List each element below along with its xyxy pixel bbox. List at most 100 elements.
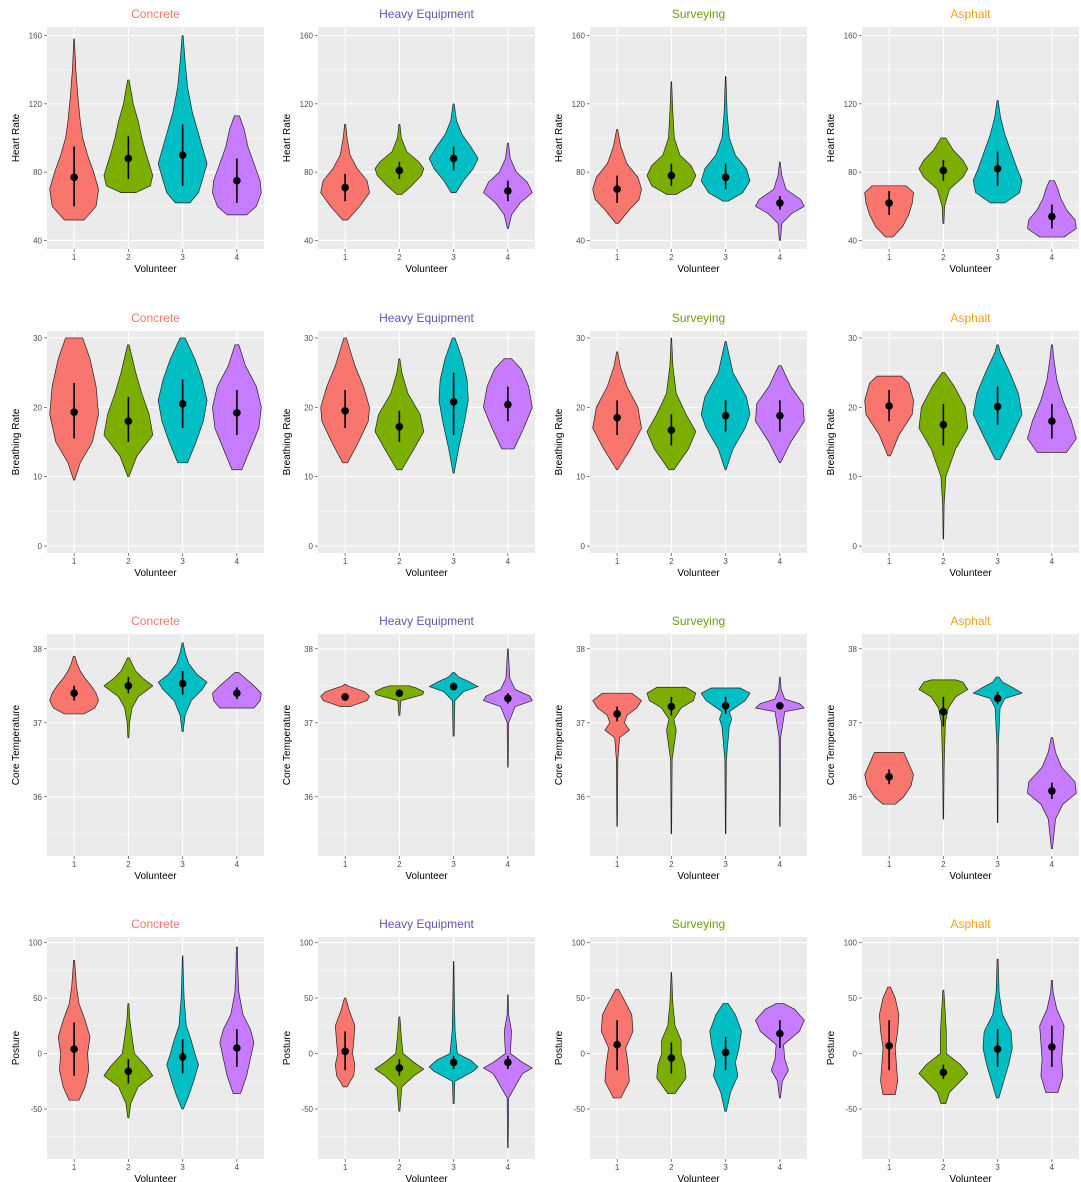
panel-background (318, 937, 535, 1159)
mean-point (449, 1058, 458, 1067)
y-axis-title: Heart Rate (282, 113, 293, 162)
x-tick-label: 3 (723, 860, 728, 869)
y-tick-label: 38 (33, 645, 42, 654)
violin-volunteer-3 (972, 100, 1023, 204)
y-axis-title: Posture (826, 1030, 837, 1065)
mean-point (993, 694, 1002, 703)
mean-point (178, 679, 187, 688)
x-tick-label: 3 (723, 253, 728, 262)
mean-point (341, 693, 349, 701)
panel-r2-c3: 0 10 20 30 1 2 3 4 Surveying Volunteer Breathing R… (554, 311, 807, 579)
y-axis-title: Posture (282, 1030, 293, 1065)
mean-point (885, 199, 893, 207)
mean-point (395, 166, 404, 175)
x-tick-label: 1 (615, 1163, 620, 1172)
panel-title: Asphalt (950, 614, 991, 628)
mean-point (667, 171, 676, 180)
y-tick-label: 38 (848, 645, 857, 654)
violin-volunteer-2 (646, 81, 697, 195)
x-tick-label: 2 (669, 557, 674, 566)
y-tick-label: 80 (576, 168, 585, 177)
panel-r4-c4: -50 0 50 100 1 2 3 4 Asphalt Volunteer Posture (826, 917, 1079, 1182)
x-tick-label: 1 (615, 557, 620, 566)
violin-volunteer-3 (700, 76, 751, 202)
mean-point (939, 166, 948, 175)
x-tick-label: 1 (615, 860, 620, 869)
mean-point (1048, 1043, 1056, 1051)
panel-background (318, 634, 535, 856)
panel-title: Concrete (131, 311, 180, 325)
mean-point (449, 397, 458, 406)
x-tick-label: 4 (235, 1163, 240, 1172)
mean-point (776, 701, 784, 710)
mean-point (504, 187, 512, 195)
y-tick-label: 37 (33, 719, 42, 728)
x-axis-title: Volunteer (677, 264, 720, 275)
x-tick-label: 4 (778, 1163, 783, 1172)
x-tick-label: 4 (235, 253, 240, 262)
mean-point (776, 411, 784, 420)
x-tick-label: 3 (180, 253, 185, 262)
y-tick-label: 10 (848, 473, 857, 482)
mean-point (449, 154, 458, 163)
x-axis-title: Volunteer (134, 264, 177, 275)
panel-r3-c2: 36 37 38 1 2 3 4 Heavy Equipment Volunteer Core T… (282, 614, 535, 882)
panel-title: Asphalt (950, 917, 991, 931)
x-tick-label: 1 (343, 1163, 348, 1172)
mean-point (233, 689, 241, 697)
panel-title: Surveying (672, 614, 725, 628)
x-tick-label: 4 (506, 253, 511, 262)
x-tick-label: 1 (72, 253, 77, 262)
panel-background (590, 634, 807, 856)
y-tick-label: 0 (309, 1050, 314, 1059)
y-tick-label: 100 (572, 939, 586, 948)
mean-point (885, 773, 893, 781)
x-tick-label: 4 (778, 253, 783, 262)
x-tick-label: 1 (343, 557, 348, 566)
mean-point (233, 409, 241, 417)
x-tick-label: 3 (995, 253, 1000, 262)
x-tick-label: 2 (941, 557, 946, 566)
y-tick-label: 38 (576, 645, 585, 654)
y-tick-label: 0 (581, 542, 586, 551)
x-axis-title: Volunteer (405, 1174, 448, 1182)
violin-volunteer-4 (755, 676, 805, 827)
mean-point (993, 164, 1002, 173)
violin-volunteer-3 (428, 961, 479, 1104)
x-axis-title: Volunteer (949, 264, 992, 275)
x-tick-label: 1 (72, 557, 77, 566)
violin-volunteer-2 (918, 372, 969, 540)
y-tick-label: 160 (29, 32, 43, 41)
x-tick-label: 2 (397, 1163, 402, 1172)
y-tick-label: 10 (304, 473, 313, 482)
x-axis-title: Volunteer (949, 1174, 992, 1182)
y-axis-title: Core Temperature (826, 704, 837, 785)
mean-point (1048, 417, 1056, 425)
y-tick-label: 160 (844, 32, 858, 41)
y-axis-title: Breathing Rate (826, 408, 837, 475)
violin-volunteer-2 (918, 989, 969, 1104)
mean-point (885, 402, 893, 410)
panel-r1-c2: 40 80 120 160 1 2 3 4 Heavy Equipment Volunteer He… (282, 7, 535, 275)
x-tick-label: 2 (126, 253, 131, 262)
panel-title: Heavy Equipment (379, 7, 474, 21)
x-tick-label: 2 (397, 860, 402, 869)
mean-point (178, 151, 187, 159)
mean-point (178, 1053, 187, 1061)
panel-title: Surveying (672, 311, 725, 325)
x-axis-title: Volunteer (134, 1174, 177, 1182)
x-axis-title: Volunteer (405, 264, 448, 275)
y-tick-label: -50 (30, 1105, 42, 1114)
mean-point (667, 1054, 676, 1062)
y-tick-label: 20 (304, 403, 313, 412)
x-axis-title: Volunteer (677, 1174, 720, 1182)
violin-volunteer-1 (592, 692, 642, 827)
mean-point (1048, 787, 1056, 795)
y-tick-label: -50 (573, 1105, 585, 1114)
x-tick-label: 4 (235, 557, 240, 566)
y-tick-label: -50 (845, 1105, 857, 1114)
y-tick-label: 30 (576, 334, 585, 343)
mean-point (341, 1047, 349, 1056)
y-tick-label: 0 (853, 542, 858, 551)
